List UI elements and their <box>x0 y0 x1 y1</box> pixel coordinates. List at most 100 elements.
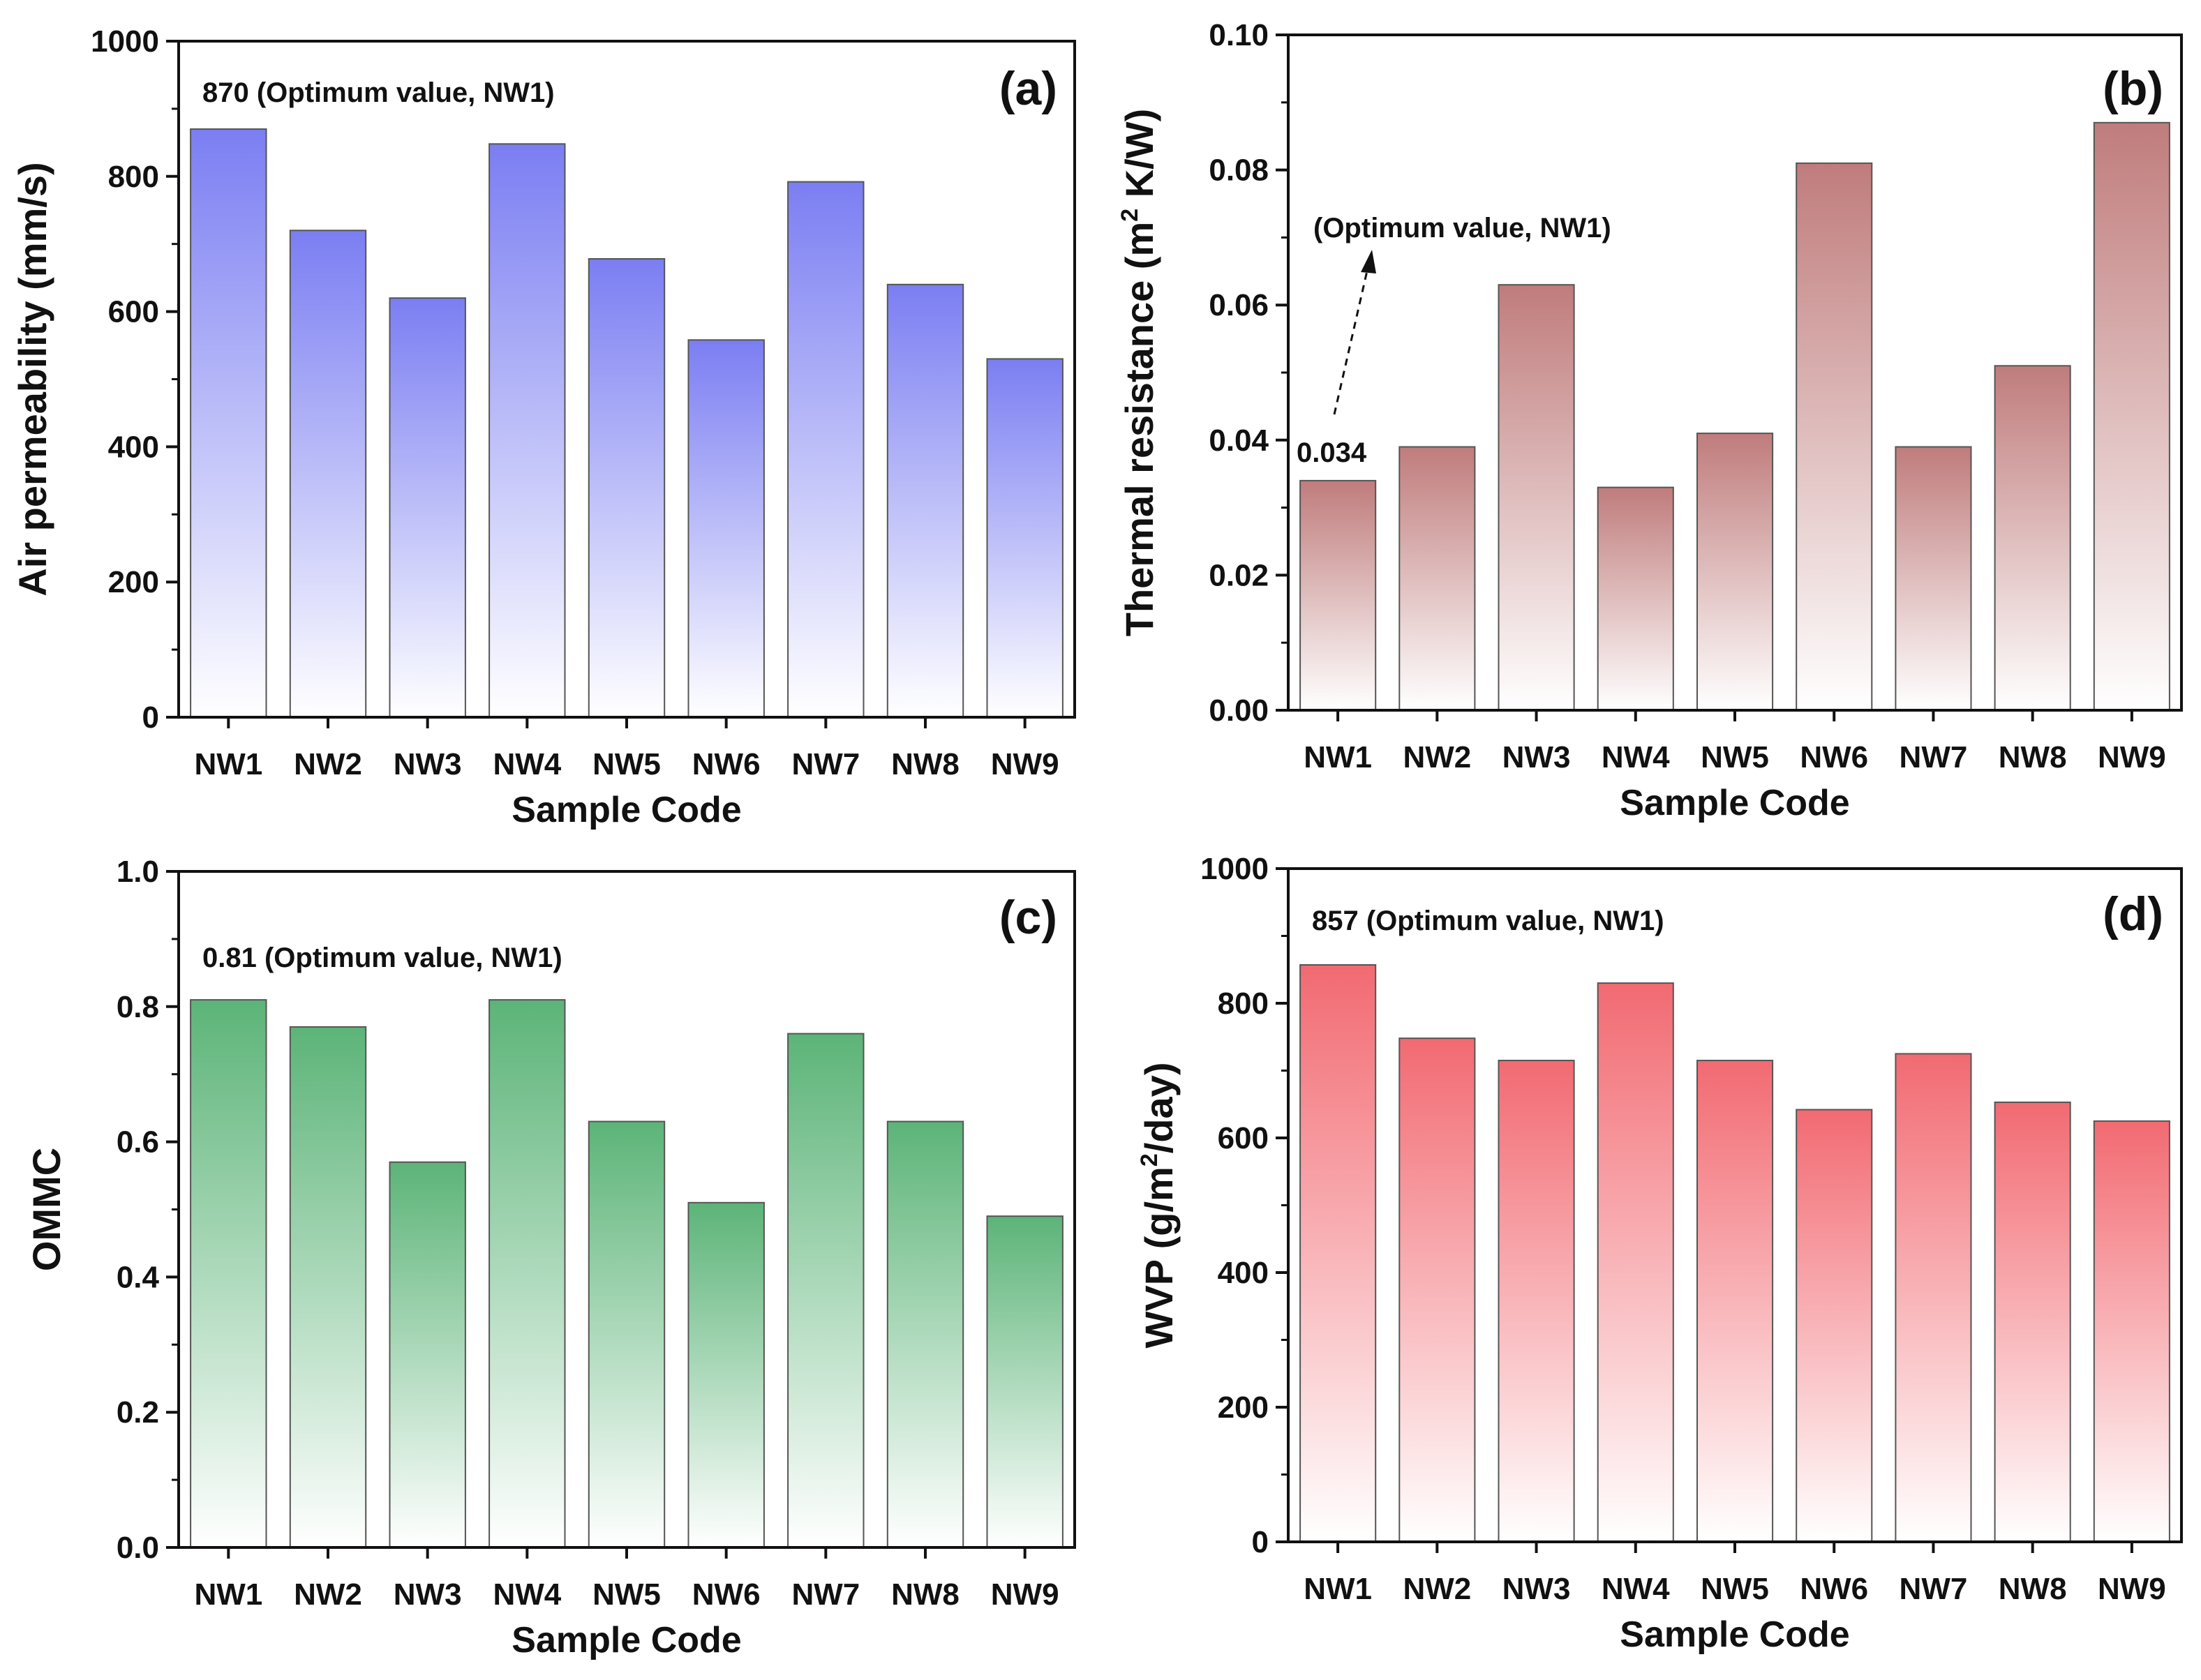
bar-a-NW8 <box>886 283 964 718</box>
xtick-label-d-NW1: NW1 <box>1304 1572 1372 1606</box>
panel-d: 0 200 400 600 800 1000 NW1 NW2 NW3 NW4 NW5 NW6 NW7 NW… <box>1136 852 2183 1655</box>
ytick-label-b: 0.02 <box>1209 558 1269 592</box>
bar-b-NW9 <box>2093 121 2170 712</box>
xtick-label-b-NW3: NW3 <box>1502 740 1571 774</box>
bar-a-NW5 <box>588 258 666 718</box>
xaxis-title-b: Sample Code <box>1620 783 1849 823</box>
bar-d-NW7 <box>1895 1053 1972 1543</box>
bar-c-NW5 <box>588 1120 666 1548</box>
ytick-label-c: 1.0 <box>117 855 159 889</box>
xtick-label-a-NW7: NW7 <box>791 747 860 781</box>
ytick-label-b: 0.06 <box>1209 288 1269 322</box>
annotation-arrowhead-b <box>1361 250 1376 273</box>
bar-a-NW1 <box>190 128 267 718</box>
panel-label-d: (d) <box>2103 887 2163 940</box>
ytick-label-c: 0.0 <box>117 1531 159 1565</box>
ytick-label-c: 0.8 <box>117 990 159 1024</box>
ytick-label-a: 400 <box>108 430 159 464</box>
annotation-a: 870 (Optimum value, NW1) <box>202 77 555 108</box>
bar-c-NW2 <box>289 1026 367 1548</box>
bar-b-NW1 <box>1299 479 1377 712</box>
bar-c-NW9 <box>986 1215 1064 1548</box>
xtick-label-d-NW3: NW3 <box>1502 1572 1571 1606</box>
bar-d-NW1 <box>1299 964 1377 1543</box>
ytick-label-b: 0.00 <box>1209 693 1269 728</box>
annotation-d: 857 (Optimum value, NW1) <box>1312 906 1664 936</box>
annotation-c: 0.81 (Optimum value, NW1) <box>202 943 562 973</box>
bar-c-NW4 <box>488 999 566 1548</box>
xtick-label-b-NW7: NW7 <box>1900 740 1968 774</box>
panel-label-a: (a) <box>999 62 1057 115</box>
xtick-label-d-NW6: NW6 <box>1800 1572 1868 1606</box>
bar-d-NW2 <box>1398 1037 1476 1543</box>
xtick-label-b-NW1: NW1 <box>1304 740 1372 774</box>
yaxis-title-a: Air permeability (mm/s) <box>10 162 54 596</box>
bar-b-NW3 <box>1498 284 1575 711</box>
bar-c-NW1 <box>190 999 267 1548</box>
bar-d-NW6 <box>1796 1109 1873 1543</box>
ytick-label-d: 600 <box>1218 1121 1269 1155</box>
xtick-label-a-NW9: NW9 <box>991 747 1059 781</box>
ytick-label-d: 1000 <box>1200 852 1269 886</box>
bar-d-NW9 <box>2093 1120 2170 1543</box>
xtick-label-b-NW5: NW5 <box>1701 740 1769 774</box>
ytick-label-b: 0.10 <box>1209 18 1269 52</box>
xtick-label-c-NW6: NW6 <box>692 1577 761 1612</box>
yaxis-title-c: OMMC <box>24 1148 68 1271</box>
xaxis-title-d: Sample Code <box>1620 1614 1849 1655</box>
ytick-label-d: 400 <box>1218 1256 1269 1290</box>
xaxis-title-a: Sample Code <box>512 790 741 830</box>
bar-b-NW7 <box>1895 446 1972 711</box>
ytick-label-d: 200 <box>1218 1390 1269 1425</box>
xtick-label-b-NW9: NW9 <box>2098 740 2166 774</box>
bar-a-NW6 <box>687 339 765 718</box>
xaxis-title-c: Sample Code <box>512 1620 741 1660</box>
bar-d-NW4 <box>1597 982 1674 1543</box>
bar-c-NW8 <box>886 1120 964 1548</box>
ytick-label-d: 0 <box>1252 1525 1269 1559</box>
ytick-label-b: 0.08 <box>1209 153 1269 188</box>
ytick-label-c: 0.4 <box>117 1260 160 1294</box>
bar-c-NW3 <box>389 1161 466 1548</box>
bar-d-NW3 <box>1498 1060 1575 1543</box>
xtick-label-d-NW9: NW9 <box>2098 1572 2166 1606</box>
xtick-label-d-NW5: NW5 <box>1701 1572 1769 1606</box>
yaxis-title-d: WVP (g/m2/day) <box>1136 1063 1181 1349</box>
xtick-label-d-NW2: NW2 <box>1403 1572 1471 1606</box>
xtick-label-a-NW6: NW6 <box>692 747 761 781</box>
ytick-label-d: 800 <box>1218 987 1269 1021</box>
xtick-label-c-NW2: NW2 <box>294 1577 362 1612</box>
ytick-label-a: 1000 <box>91 24 159 59</box>
panel-label-b: (b) <box>2103 62 2163 115</box>
ytick-label-a: 0 <box>142 700 159 735</box>
xtick-label-b-NW8: NW8 <box>1999 740 2067 774</box>
bar-b-NW2 <box>1398 446 1476 711</box>
xtick-label-a-NW1: NW1 <box>194 747 262 781</box>
bar-a-NW3 <box>389 297 466 718</box>
bar-c-NW6 <box>687 1201 765 1549</box>
panel-label-c: (c) <box>999 891 1057 944</box>
bar-a-NW4 <box>488 143 566 719</box>
annotation-b: (Optimum value, NW1) <box>1313 213 1611 243</box>
panel-c: 0.0 0.2 0.4 0.6 0.8 1.0 NW1 NW2 NW3 NW4 NW5 NW6 NW7 N… <box>24 855 1076 1660</box>
bar-b-NW6 <box>1796 162 1873 711</box>
ytick-label-b: 0.04 <box>1209 423 1269 458</box>
ytick-label-a: 600 <box>108 295 159 329</box>
bar-b-NW4 <box>1597 486 1674 711</box>
bar-b-NW8 <box>1994 365 2071 711</box>
bar-d-NW8 <box>1994 1101 2071 1543</box>
xtick-label-c-NW5: NW5 <box>592 1577 661 1612</box>
ytick-label-a: 200 <box>108 565 159 599</box>
xtick-label-b-NW2: NW2 <box>1403 740 1471 774</box>
xtick-label-a-NW5: NW5 <box>592 747 661 781</box>
xtick-label-b-NW4: NW4 <box>1602 740 1670 774</box>
xtick-label-a-NW3: NW3 <box>394 747 462 781</box>
xtick-label-c-NW4: NW4 <box>493 1577 561 1612</box>
xtick-label-a-NW2: NW2 <box>294 747 362 781</box>
xtick-label-a-NW8: NW8 <box>891 747 960 781</box>
xtick-label-d-NW4: NW4 <box>1602 1572 1670 1606</box>
bar-a-NW7 <box>787 181 865 719</box>
annotation-arrow-b <box>1333 267 1369 415</box>
